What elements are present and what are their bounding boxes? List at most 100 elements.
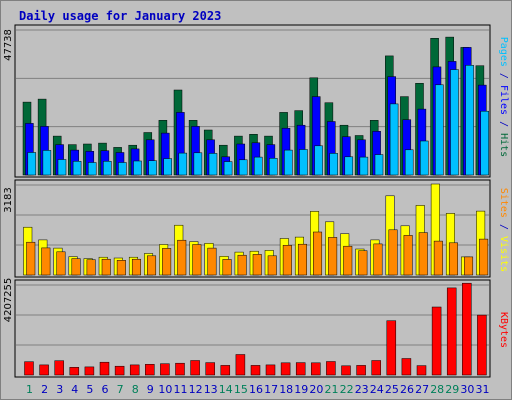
x-label-day-4: 4 xyxy=(71,383,78,396)
bar-pages-day-18 xyxy=(284,149,293,176)
bar-sites-day-2 xyxy=(41,247,51,276)
x-label-day-21: 21 xyxy=(325,383,339,396)
bar-pages-day-20 xyxy=(314,145,323,176)
series-legend-label: Sites / Visits xyxy=(498,188,509,272)
bar-sites-day-12 xyxy=(192,244,202,276)
x-label-day-7: 7 xyxy=(117,383,124,396)
bar-kbytes-day-21 xyxy=(326,361,336,376)
x-label-day-3: 3 xyxy=(56,383,63,396)
legend-part-1: / xyxy=(498,218,509,236)
bar-pages-day-4 xyxy=(72,161,82,176)
bar-kbytes-day-1 xyxy=(24,361,34,376)
bar-kbytes-day-15 xyxy=(235,354,246,376)
bar-sites-day-20 xyxy=(313,231,323,276)
bar-sites-day-16 xyxy=(252,254,262,276)
bar-pages-day-31 xyxy=(480,110,489,176)
x-label-day-20: 20 xyxy=(309,383,323,396)
y-max-label: 47738 xyxy=(3,29,14,61)
bar-kbytes-day-24 xyxy=(371,360,381,376)
bar-kbytes-day-18 xyxy=(280,362,291,376)
x-label-day-23: 23 xyxy=(355,383,369,396)
bar-pages-day-1 xyxy=(27,152,37,176)
bar-pages-day-10 xyxy=(163,158,172,176)
bar-kbytes-day-5 xyxy=(84,366,95,376)
bar-sites-day-1 xyxy=(26,241,36,276)
bar-kbytes-day-8 xyxy=(129,364,140,376)
panel-kbytes: 4207255 KBytes xyxy=(3,278,509,378)
x-label-day-22: 22 xyxy=(340,383,354,396)
chart-panels: 47738 Pages / Files / Hits 3183 Sites / Vis… xyxy=(3,24,509,378)
bar-sites-day-5 xyxy=(86,259,96,276)
bar-kbytes-day-9 xyxy=(145,364,155,376)
bar-pages-day-6 xyxy=(103,161,112,176)
x-axis-labels: 1 2 3 4 5 6 7 8 9 10 11 12 13 14 15 16 17 18 19 20 21 22 23 24 2… xyxy=(26,383,490,396)
bar-kbytes-day-3 xyxy=(54,360,64,376)
bar-sites-day-6 xyxy=(101,258,111,276)
panel-visits-sites: 3183 Sites / Visits xyxy=(3,179,509,278)
bar-kbytes-day-6 xyxy=(99,361,110,376)
legend-part-0: Sites xyxy=(498,188,509,218)
bar-kbytes-day-28 xyxy=(431,306,442,376)
bar-pages-day-9 xyxy=(148,160,157,176)
bar-sites-day-29 xyxy=(448,242,458,276)
bar-pages-day-3 xyxy=(57,159,67,176)
bar-pages-day-7 xyxy=(118,162,127,176)
bar-kbytes-day-29 xyxy=(446,287,457,376)
bar-pages-day-24 xyxy=(374,154,384,176)
x-label-day-13: 13 xyxy=(204,383,218,396)
legend-part-3: / xyxy=(498,115,509,133)
bar-sites-day-31 xyxy=(479,238,489,276)
bar-kbytes-day-25 xyxy=(386,320,397,376)
bar-sites-day-25 xyxy=(388,229,398,276)
x-label-day-10: 10 xyxy=(158,383,172,396)
bar-sites-day-22 xyxy=(343,245,353,276)
bar-sites-day-30 xyxy=(464,256,474,276)
x-label-day-15: 15 xyxy=(234,383,248,396)
bar-sites-day-23 xyxy=(358,250,368,276)
bar-sites-day-17 xyxy=(267,255,277,276)
bar-kbytes-day-30 xyxy=(462,282,472,376)
bar-kbytes-day-27 xyxy=(416,365,427,376)
bar-pages-day-17 xyxy=(269,158,278,176)
chart-title: Daily usage for January 2023 xyxy=(19,9,221,23)
bar-kbytes-day-14 xyxy=(220,365,231,376)
bar-pages-day-16 xyxy=(254,156,263,176)
bar-pages-day-13 xyxy=(208,153,218,176)
bar-sites-day-14 xyxy=(222,259,232,276)
bar-sites-day-8 xyxy=(131,258,141,276)
bar-sites-day-24 xyxy=(373,243,383,276)
bar-sites-day-19 xyxy=(297,243,307,276)
legend-part-0: KBytes xyxy=(498,312,509,348)
bar-sites-day-10 xyxy=(162,248,172,276)
bar-kbytes-day-19 xyxy=(295,362,306,376)
x-label-day-2: 2 xyxy=(41,383,48,396)
legend-part-0: Pages xyxy=(498,37,509,67)
bar-kbytes-day-10 xyxy=(160,363,170,376)
x-label-day-16: 16 xyxy=(249,383,263,396)
bar-sites-day-21 xyxy=(328,237,338,276)
bar-kbytes-day-11 xyxy=(175,362,185,376)
bar-kbytes-day-22 xyxy=(341,365,351,376)
series-legend-label: KBytes xyxy=(498,312,509,348)
bar-kbytes-day-31 xyxy=(477,314,487,376)
x-label-day-18: 18 xyxy=(279,383,293,396)
bar-sites-day-26 xyxy=(403,235,413,276)
bar-pages-day-27 xyxy=(420,140,429,176)
legend-part-4: Hits xyxy=(498,133,509,157)
legend-part-2: Visits xyxy=(498,236,509,272)
x-label-day-19: 19 xyxy=(294,383,308,396)
bar-pages-day-14 xyxy=(223,161,233,176)
bar-sites-day-18 xyxy=(282,245,292,276)
panel-frame xyxy=(14,279,491,378)
bar-kbytes-day-20 xyxy=(311,362,321,376)
x-label-day-9: 9 xyxy=(147,383,154,396)
x-label-day-26: 26 xyxy=(400,383,414,396)
legend-part-1: / xyxy=(498,67,509,85)
bar-sites-day-15 xyxy=(237,254,247,276)
bar-pages-day-5 xyxy=(87,162,97,176)
x-label-day-30: 30 xyxy=(460,383,474,396)
x-label-day-11: 11 xyxy=(174,383,188,396)
bar-pages-day-8 xyxy=(133,160,142,176)
bar-kbytes-day-7 xyxy=(114,365,125,376)
bar-pages-day-2 xyxy=(42,150,52,176)
